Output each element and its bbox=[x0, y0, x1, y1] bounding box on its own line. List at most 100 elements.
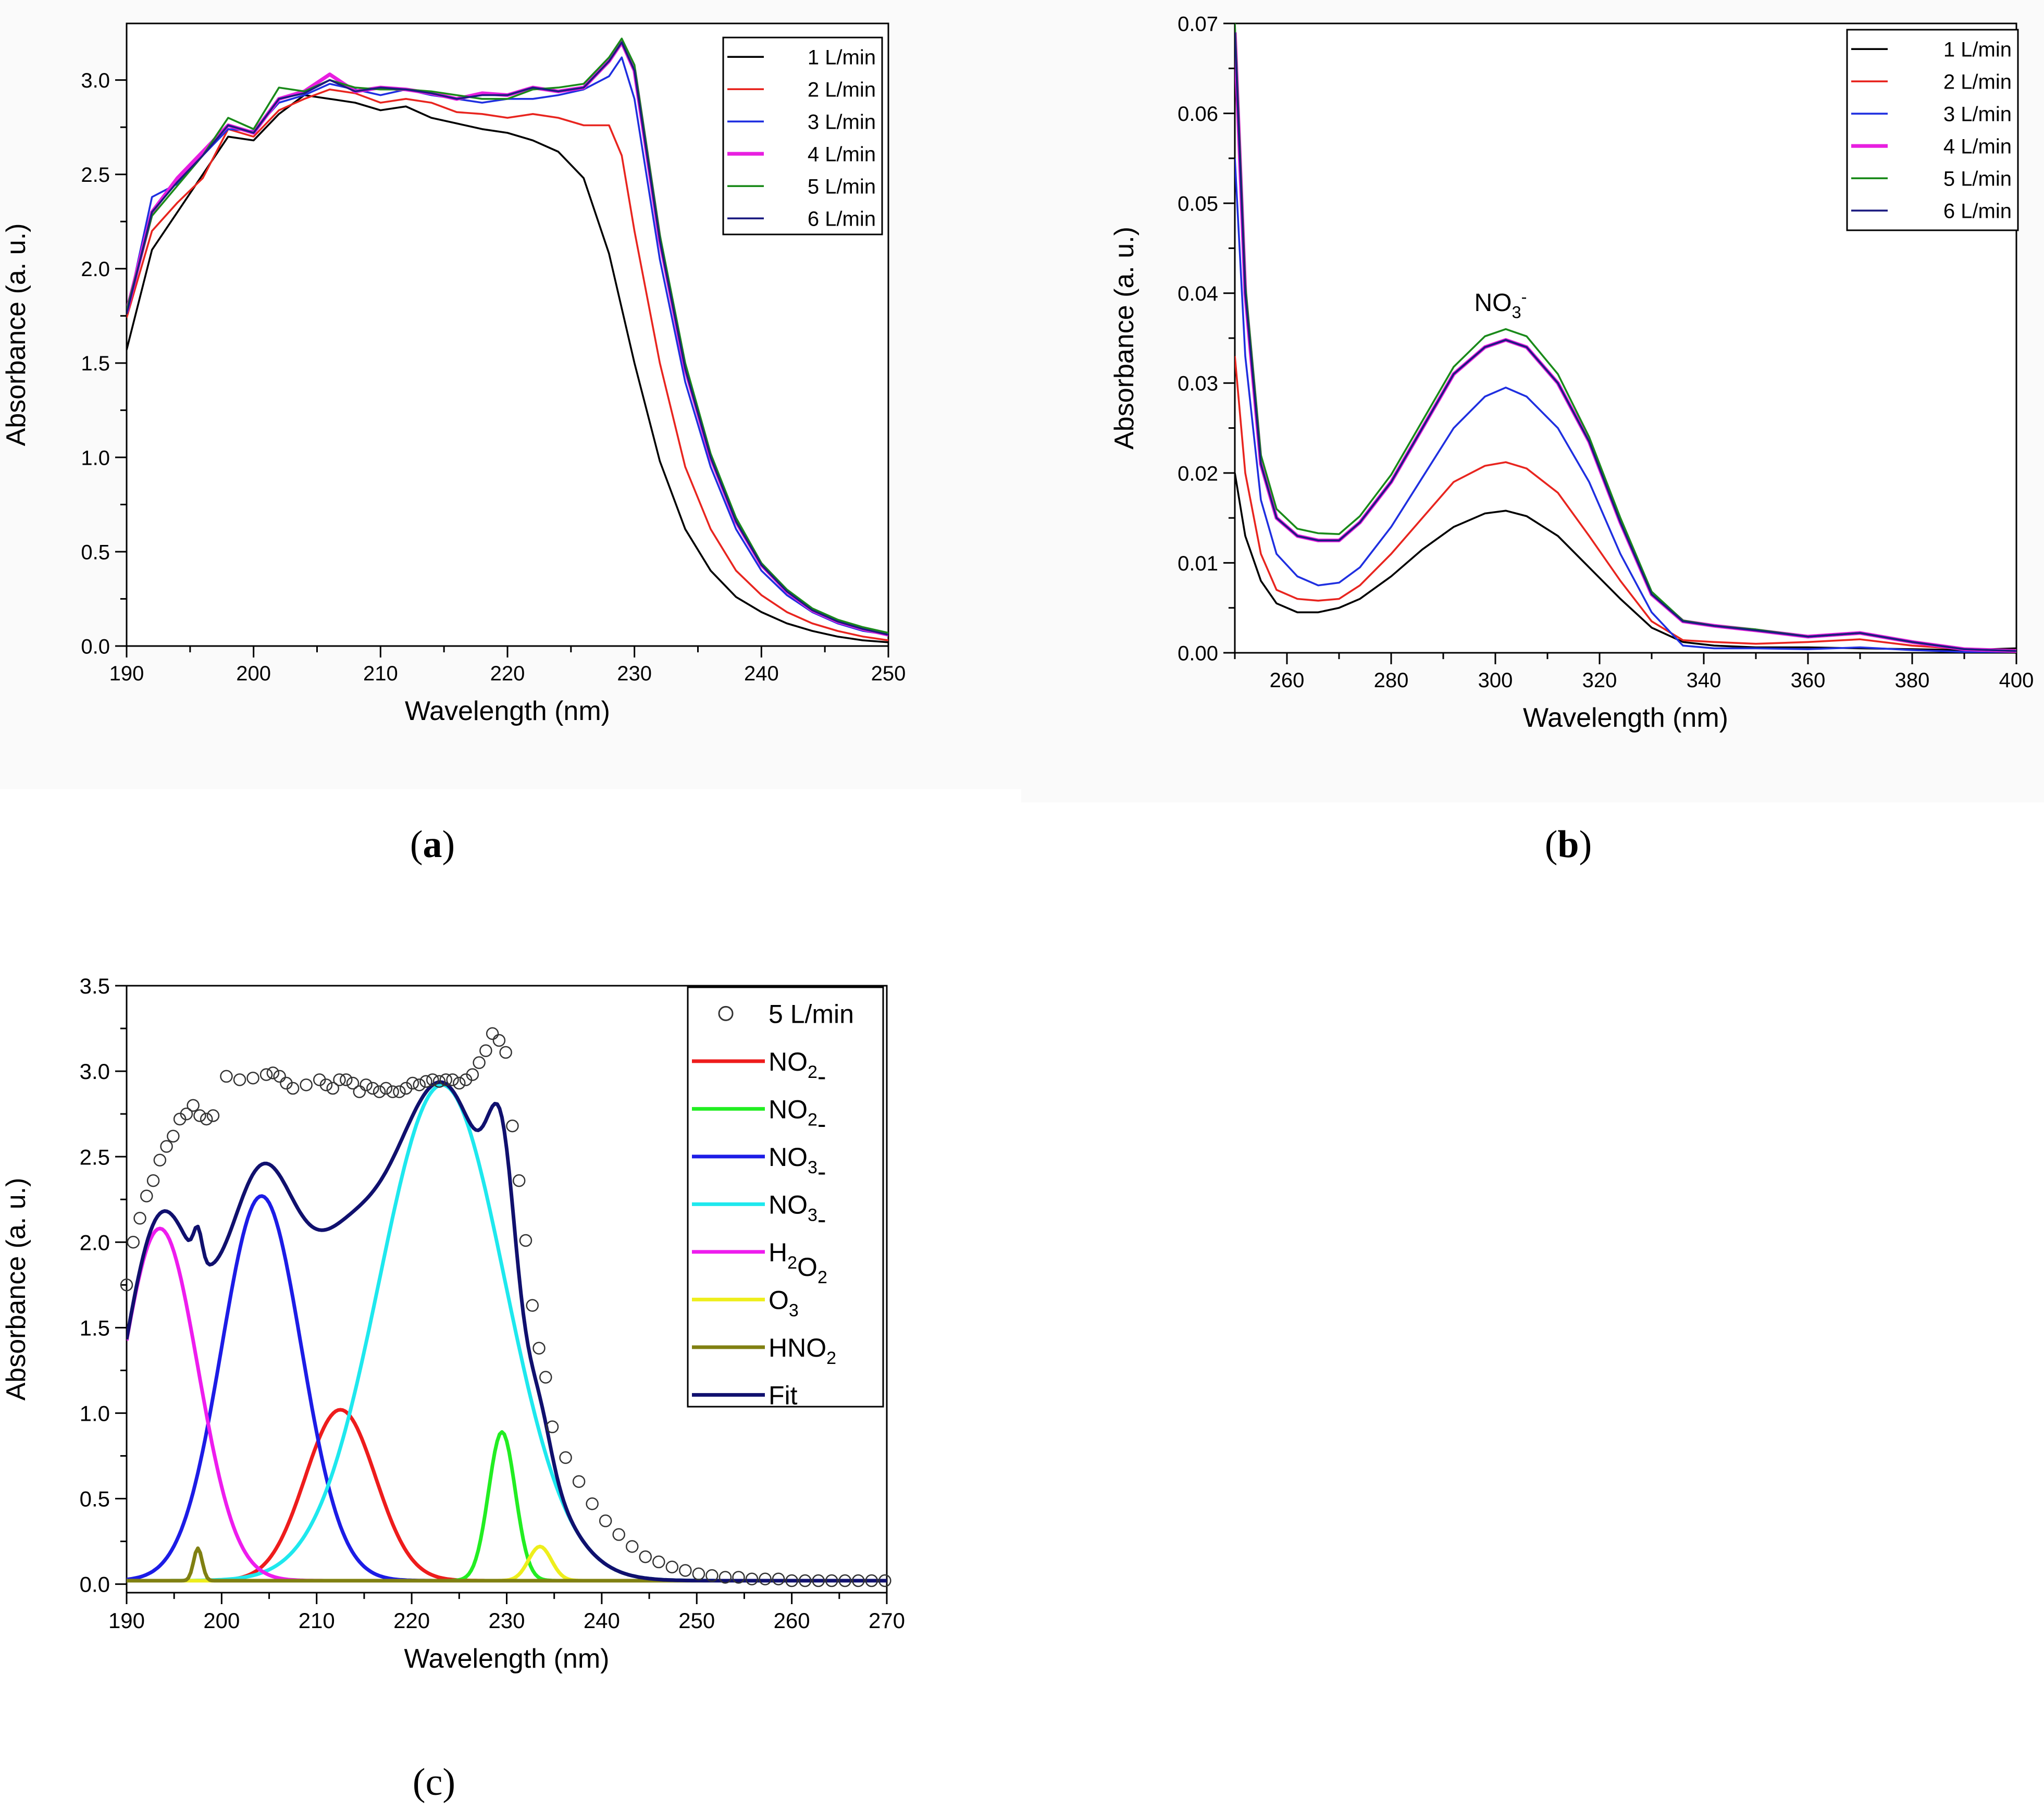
x-tick-label-a: 190 bbox=[109, 662, 144, 685]
legend-label-c-part: HNO bbox=[769, 1333, 826, 1362]
x-tick-label-a: 210 bbox=[363, 662, 398, 685]
data-point bbox=[546, 1420, 559, 1433]
y-tick-label-c: 3.0 bbox=[80, 1059, 110, 1084]
series-line-a bbox=[127, 94, 888, 643]
chart-a: 190 200 210 220 230 240 250 0.0 0.5 1.0 1.5 2.0 2.5 3… bbox=[1, 22, 906, 726]
legend-marker-data bbox=[718, 1006, 734, 1021]
data-point bbox=[692, 1567, 705, 1581]
data-point bbox=[146, 1174, 160, 1187]
data-point bbox=[432, 1075, 446, 1088]
x-tick-label-a: 250 bbox=[871, 662, 906, 685]
y-tick-label-c: 3.5 bbox=[80, 974, 110, 998]
x-tick-label-c: 250 bbox=[678, 1608, 715, 1633]
series-line-b bbox=[1235, 32, 2016, 652]
legend-label-b: 2 L/min bbox=[1943, 71, 2012, 94]
series-line-a bbox=[127, 38, 888, 634]
legend-label-a: 4 L/min bbox=[808, 143, 876, 166]
legend-label-a: 6 L/min bbox=[808, 208, 876, 231]
legend-label-c-part: 2 bbox=[808, 1110, 817, 1130]
x-tick-label-a: 200 bbox=[236, 662, 271, 685]
data-point bbox=[346, 1076, 360, 1090]
data-point bbox=[419, 1075, 432, 1088]
data-point bbox=[852, 1574, 865, 1587]
y-tick-label-c: 1.5 bbox=[80, 1315, 110, 1340]
legend-label-c-part: - bbox=[817, 1157, 826, 1186]
legend-label-c-part: - bbox=[817, 1205, 826, 1234]
data-point bbox=[759, 1572, 772, 1585]
series-line-a bbox=[127, 88, 888, 641]
annotation-no3-b-part: 3 bbox=[1512, 303, 1521, 322]
y-tick-label-b: 0.00 bbox=[1178, 642, 1218, 665]
data-point bbox=[200, 1112, 213, 1126]
legend-label-c-part: - bbox=[817, 1109, 826, 1138]
data-point bbox=[625, 1540, 639, 1553]
y-tick-label-b: 0.06 bbox=[1178, 103, 1218, 126]
data-point bbox=[259, 1068, 273, 1081]
legend-label-c-part: 3 bbox=[808, 1205, 817, 1225]
y-tick-label-a: 2.5 bbox=[81, 164, 110, 187]
y-tick-label-b: 0.01 bbox=[1178, 552, 1218, 575]
series-line-b bbox=[1235, 356, 2016, 651]
data-point bbox=[586, 1497, 599, 1510]
data-point bbox=[386, 1085, 399, 1098]
data-point bbox=[273, 1070, 286, 1083]
data-point bbox=[878, 1574, 891, 1587]
y-tick-label-c: 0.5 bbox=[80, 1487, 110, 1511]
data-point bbox=[838, 1574, 852, 1587]
data-point bbox=[479, 1044, 492, 1057]
series-line-a bbox=[127, 41, 888, 636]
data-point bbox=[506, 1119, 519, 1133]
legend-label-b: 6 L/min bbox=[1943, 200, 2012, 223]
legend-label-a: 3 L/min bbox=[808, 111, 876, 134]
chart-b: 260 280 300 320 340 360 380 400 0.00 0.01 0.02 0.03… bbox=[1109, 13, 2034, 733]
data-point bbox=[473, 1056, 486, 1069]
x-axis-title-c: Wavelength (nm) bbox=[404, 1644, 610, 1674]
y-tick-label-c: 0.0 bbox=[80, 1572, 110, 1597]
x-tick-label-a: 240 bbox=[744, 662, 779, 685]
data-point bbox=[127, 1236, 140, 1249]
data-point bbox=[266, 1066, 280, 1079]
data-point bbox=[426, 1073, 439, 1086]
x-tick-label-c: 230 bbox=[488, 1608, 525, 1633]
legend-label-a: 1 L/min bbox=[808, 46, 876, 69]
legend-label-c-part: NO bbox=[769, 1143, 808, 1172]
x-tick-label-a: 220 bbox=[490, 662, 525, 685]
x-tick-label-b: 320 bbox=[1582, 669, 1617, 692]
data-point bbox=[466, 1068, 479, 1081]
data-point bbox=[286, 1082, 300, 1095]
data-point bbox=[599, 1514, 612, 1528]
y-tick-label-b: 0.07 bbox=[1178, 13, 1218, 35]
data-point bbox=[379, 1082, 393, 1095]
legend-box-b bbox=[1846, 29, 2019, 231]
legend-label-c-part: NO bbox=[769, 1047, 808, 1076]
data-point bbox=[526, 1299, 539, 1312]
y-tick-label-a: 1.0 bbox=[81, 446, 110, 469]
caption-c: (c) bbox=[413, 1761, 455, 1804]
x-tick-label-b: 400 bbox=[1999, 669, 2034, 692]
y-tick-label-a: 1.5 bbox=[81, 352, 110, 375]
y-tick-label-a: 3.0 bbox=[81, 69, 110, 92]
annotation-no3-b-part: - bbox=[1521, 287, 1527, 306]
data-point bbox=[825, 1574, 838, 1587]
data-point bbox=[486, 1027, 499, 1040]
y-tick-label-b: 0.02 bbox=[1178, 462, 1218, 485]
data-point bbox=[133, 1212, 146, 1225]
caption-b: (b) bbox=[1545, 823, 1592, 866]
data-point bbox=[652, 1555, 665, 1569]
legend-box-c bbox=[687, 986, 884, 1408]
caption-a: (a) bbox=[410, 823, 455, 866]
chart-c: 190 200 210 220 230 240 250 260 270 0.0 0.5 1.0 1.5 2… bbox=[1, 974, 905, 1674]
legend-label-c-part: O bbox=[797, 1252, 817, 1282]
data-point bbox=[519, 1234, 532, 1247]
data-point bbox=[719, 1571, 732, 1584]
data-point bbox=[340, 1073, 353, 1086]
data-point bbox=[865, 1574, 878, 1587]
x-tick-label-b: 260 bbox=[1270, 669, 1305, 692]
data-point bbox=[539, 1371, 552, 1384]
data-point bbox=[180, 1107, 193, 1121]
data-point bbox=[233, 1073, 246, 1086]
data-point bbox=[160, 1140, 173, 1153]
y-tick-label-a: 0.0 bbox=[81, 635, 110, 658]
x-tick-label-b: 280 bbox=[1374, 669, 1409, 692]
data-point bbox=[785, 1574, 798, 1587]
